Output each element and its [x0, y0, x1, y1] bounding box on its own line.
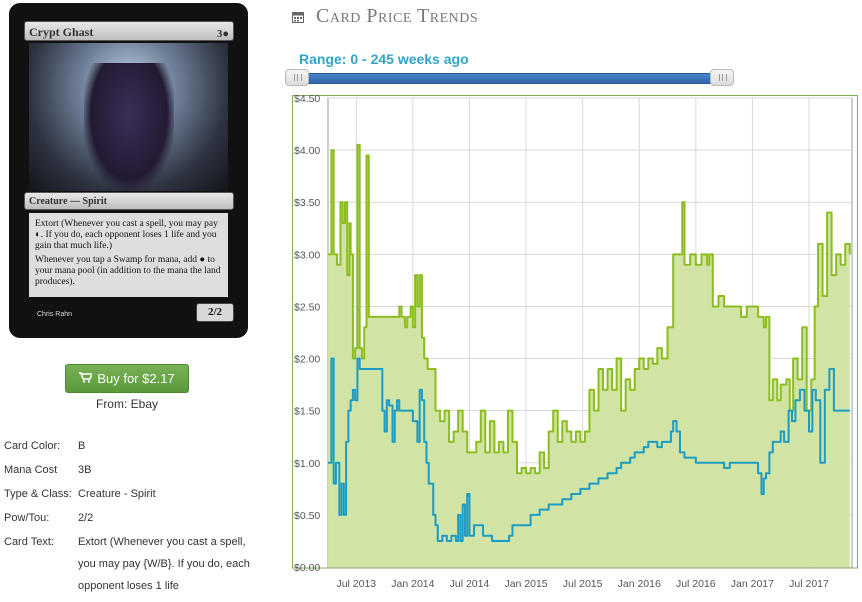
card-title-bar: Crypt Ghast 3● [24, 21, 234, 41]
series-line-high [328, 143, 851, 475]
range-label: Range: 0 - 245 weeks ago [299, 51, 469, 67]
price-chart: $0.00 $0.50 $1.00 $1.50 $2.00 $2.50 $3.00 $3.50… [292, 93, 858, 597]
shopping-cart-icon [79, 366, 94, 393]
attr-value: Creature - Spirit [78, 488, 156, 500]
attr-label: Card Text: [4, 536, 54, 548]
range-slider-handle-left[interactable] [285, 69, 309, 86]
card-rule-1: Extort (Whenever you cast a spell, you m… [35, 219, 218, 251]
x-tick-label: Jul 2014 [450, 578, 490, 590]
price-chart-svg: $0.00 $0.50 $1.00 $1.50 $2.00 $2.50 $3.00 $3.50… [292, 93, 858, 590]
y-tick-label: $2.50 [294, 301, 320, 313]
x-tick-label: Jul 2016 [676, 578, 716, 590]
page-title: Card Price Trends [316, 4, 479, 27]
series-area-fill [328, 144, 850, 567]
attr-label: Mana Cost [4, 464, 58, 476]
attr-value: 2/2 [78, 512, 94, 524]
x-tick-label: Jul 2015 [563, 578, 603, 590]
y-tick-label: $1.50 [294, 406, 320, 418]
card-type-line: Creature — Spirit [24, 192, 234, 210]
y-tick-label: $3.50 [294, 197, 320, 209]
x-tick-label: Jul 2013 [336, 578, 376, 590]
range-slider-track[interactable] [286, 73, 734, 84]
ghost-figure [84, 63, 174, 191]
series-line-low [328, 357, 850, 542]
attr-label: Type & Class: [4, 488, 72, 500]
x-tick-label: Jul 2017 [789, 578, 829, 590]
calendar-icon [292, 10, 304, 23]
card-mana-cost: 3● [216, 28, 229, 40]
price-trends-header: Card Price Trends [292, 4, 478, 28]
x-tick-label: Jan 2015 [504, 578, 547, 590]
attr-value: Extort (Whenever you cast a spell, you m… [78, 536, 250, 592]
card-rule-2: Whenever you tap a Swamp for mana, add ●… [35, 255, 221, 287]
x-tick-label: Jan 2016 [618, 578, 661, 590]
card-rules-box: Extort (Whenever you cast a spell, you m… [29, 213, 228, 297]
card-name: Crypt Ghast [29, 25, 94, 39]
buy-button[interactable]: Buy for $2.17 [65, 364, 189, 393]
buy-source: From: Ebay [95, 397, 158, 411]
attr-value: B [78, 440, 86, 452]
x-tick-label: Jan 2014 [391, 578, 434, 590]
card-image: Crypt Ghast 3● Creature — Spirit Extort … [9, 3, 248, 338]
y-tick-label: $4.50 [294, 95, 320, 105]
y-tick-label: $2.00 [294, 354, 320, 366]
y-tick-label: $1.00 [294, 458, 320, 470]
buy-button-label: Buy for $2.17 [97, 371, 175, 386]
range-slider-handle-right[interactable] [710, 69, 734, 86]
y-tick-label: $0.00 [294, 562, 320, 574]
card-artist: Chris Rahn [37, 311, 73, 318]
card-power-toughness: 2/2 [196, 303, 234, 322]
attr-value: 3B [78, 464, 92, 476]
card-artwork [29, 43, 228, 191]
y-tick-label: $3.00 [294, 249, 320, 261]
attr-label: Card Color: [4, 440, 61, 452]
y-tick-label: $0.50 [294, 510, 320, 522]
x-tick-label: Jan 2017 [731, 578, 774, 590]
attr-label: Pow/Tou: [4, 512, 50, 524]
y-tick-label: $4.00 [294, 145, 320, 157]
